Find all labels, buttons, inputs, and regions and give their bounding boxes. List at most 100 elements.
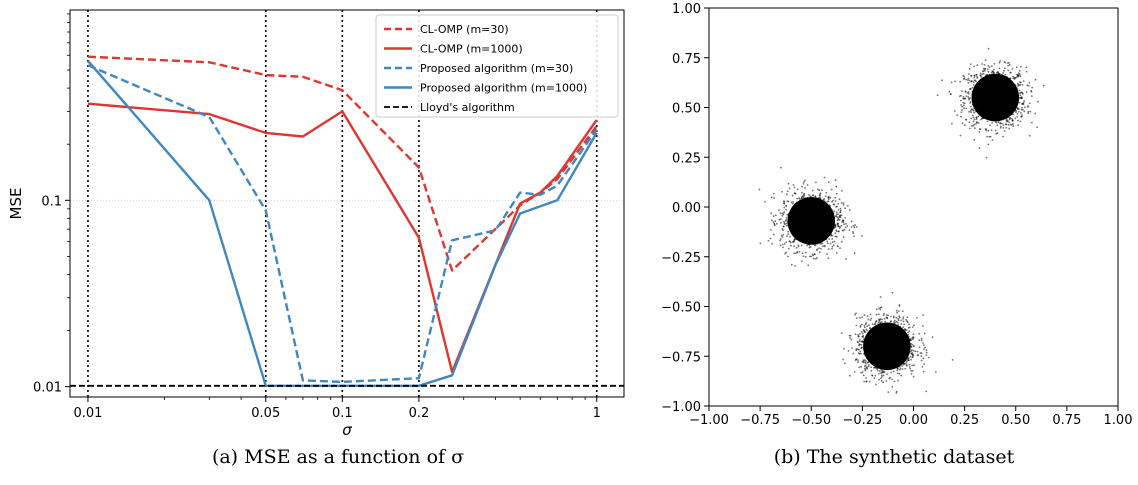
scatter-point xyxy=(1006,94,1009,96)
scatter-point xyxy=(988,73,991,76)
scatter-point xyxy=(791,217,793,220)
scatter-point xyxy=(910,345,913,348)
scatter-point xyxy=(1011,111,1014,113)
scatter-point xyxy=(857,359,859,361)
scatter-point xyxy=(820,215,823,218)
scatter-point xyxy=(994,97,997,100)
scatter-point xyxy=(899,369,901,371)
scatter-point xyxy=(814,258,817,260)
scatter-point xyxy=(791,208,793,211)
scatter-point xyxy=(872,349,874,352)
scatter-point xyxy=(1012,125,1015,128)
scatter-point xyxy=(984,94,987,97)
scatter-point xyxy=(883,355,886,358)
scatter-point xyxy=(880,321,883,323)
scatter-point xyxy=(893,380,896,383)
scatter-point xyxy=(802,220,805,223)
scatter-point xyxy=(966,79,969,81)
scatter-point xyxy=(968,98,970,101)
scatter-point xyxy=(1017,124,1019,126)
scatter-point xyxy=(866,329,868,332)
scatter-point xyxy=(1010,113,1013,115)
scatter-point xyxy=(971,103,974,106)
scatter-point xyxy=(981,92,983,94)
scatter-point xyxy=(782,233,785,236)
scatter-point xyxy=(1000,102,1002,104)
scatter-point xyxy=(899,361,902,364)
scatter-point xyxy=(800,197,803,200)
scatter-point xyxy=(818,208,821,211)
scatter-point xyxy=(849,337,851,339)
scatter-point xyxy=(971,114,974,117)
scatter-point xyxy=(810,211,813,214)
scatter-point xyxy=(769,229,772,231)
scatter-point xyxy=(887,364,889,367)
scatter-point xyxy=(978,100,981,102)
scatter-point xyxy=(781,190,783,193)
scatter-point xyxy=(820,241,822,244)
scatter-point xyxy=(997,79,1000,82)
scatter-point xyxy=(795,204,798,207)
scatter-point xyxy=(869,327,871,330)
scatter-point xyxy=(793,252,796,255)
scatter-point xyxy=(879,345,881,347)
scatter-point xyxy=(1016,92,1019,95)
scatter-point xyxy=(897,318,899,320)
scatter-point xyxy=(975,121,978,123)
scatter-point xyxy=(895,337,897,340)
scatter-point xyxy=(813,223,815,225)
scatter-point xyxy=(1013,78,1016,80)
scatter-point xyxy=(902,326,904,329)
scatter-point xyxy=(770,219,773,222)
scatter-point xyxy=(1025,66,1028,69)
scatter-point xyxy=(797,236,800,239)
scatter-point xyxy=(826,204,828,207)
y-tick-label: −0.25 xyxy=(661,251,701,266)
scatter-point xyxy=(813,240,816,243)
scatter-point xyxy=(1019,120,1022,123)
scatter-point xyxy=(853,371,856,373)
scatter-point xyxy=(831,241,834,244)
scatter-point xyxy=(869,352,872,355)
scatter-point xyxy=(888,336,891,338)
scatter-point xyxy=(895,329,897,332)
scatter-point xyxy=(988,66,991,69)
scatter-point xyxy=(812,213,815,216)
scatter-point xyxy=(908,323,910,326)
scatter-point xyxy=(806,218,808,220)
scatter-point xyxy=(977,82,980,85)
scatter-point xyxy=(813,204,816,207)
scatter-point xyxy=(865,380,868,383)
scatter-point xyxy=(991,139,994,142)
scatter-point xyxy=(991,107,994,109)
scatter-point xyxy=(799,199,801,202)
scatter-point xyxy=(1008,88,1011,90)
scatter-point xyxy=(902,338,905,341)
scatter-point xyxy=(873,340,875,343)
scatter-point xyxy=(1042,84,1045,87)
scatter-point xyxy=(911,343,914,346)
scatter-point xyxy=(804,215,807,217)
scatter-point xyxy=(1002,116,1004,119)
caption-left: (a) MSE as a function of σ xyxy=(211,446,465,468)
scatter-point xyxy=(783,200,785,203)
scatter-point xyxy=(1019,83,1022,86)
scatter-point xyxy=(821,189,823,192)
scatter-point xyxy=(801,235,804,238)
scatter-point xyxy=(904,367,907,370)
scatter-point xyxy=(811,227,814,230)
scatter-point xyxy=(863,380,865,383)
scatter-point xyxy=(814,234,816,237)
scatter-point xyxy=(806,184,809,186)
scatter-point xyxy=(985,106,987,109)
scatter-point xyxy=(902,316,905,318)
scatter-point xyxy=(873,343,876,345)
scatter-point xyxy=(799,198,801,200)
scatter-point xyxy=(890,365,892,367)
scatter-point xyxy=(885,336,887,339)
scatter-point xyxy=(907,331,909,334)
scatter-point xyxy=(996,79,999,81)
scatter-point xyxy=(898,331,900,334)
scatter-point xyxy=(830,229,833,231)
scatter-point xyxy=(1010,123,1013,126)
